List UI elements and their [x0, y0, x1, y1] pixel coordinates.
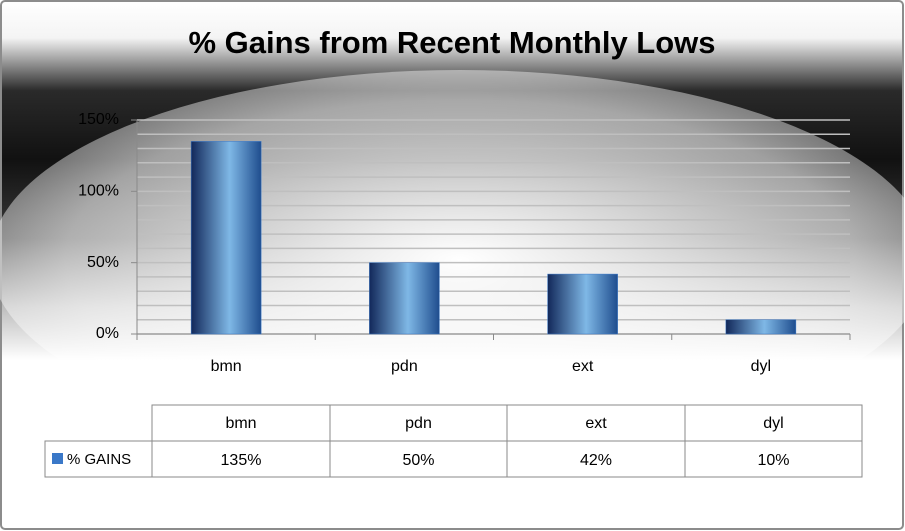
bar	[547, 273, 618, 335]
table-value-cell: 135%	[221, 452, 262, 469]
y-tick-label: 50%	[87, 254, 119, 271]
table-header-cell: ext	[585, 415, 607, 432]
bar	[369, 262, 440, 335]
chart-title: % Gains from Recent Monthly Lows	[188, 25, 715, 60]
legend-swatch	[52, 453, 63, 464]
data-table	[44, 404, 863, 478]
bar	[190, 141, 262, 335]
x-tick-label: ext	[572, 358, 594, 375]
table-header-cell: bmn	[225, 415, 256, 432]
x-tick-label: pdn	[391, 358, 418, 375]
table-value-cell: 50%	[402, 452, 434, 469]
table-header-cell: pdn	[405, 415, 432, 432]
bar	[725, 319, 797, 335]
plot-glow	[0, 70, 905, 450]
x-tick-label: bmn	[211, 358, 242, 375]
table-value-cell: 10%	[757, 452, 789, 469]
y-tick-label: 150%	[78, 111, 119, 128]
table-value-cell: 42%	[580, 452, 612, 469]
y-tick-label: 0%	[96, 325, 119, 342]
x-tick-label: dyl	[751, 358, 771, 375]
y-tick-label: 100%	[78, 183, 119, 200]
table-series-name: % GAINS	[67, 451, 131, 468]
table-header-cell: dyl	[763, 415, 783, 432]
